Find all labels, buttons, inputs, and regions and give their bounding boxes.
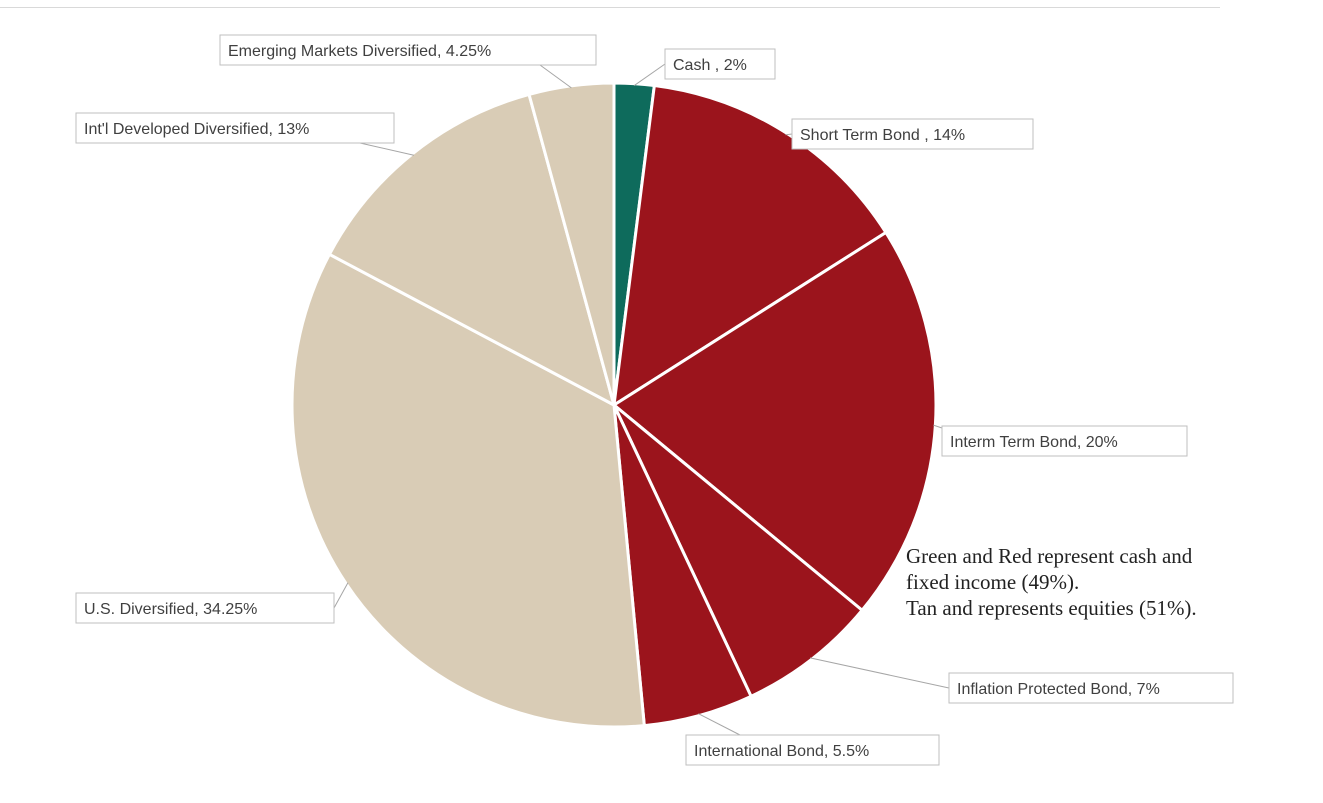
- data-label-text: Emerging Markets Diversified, 4.25%: [228, 43, 491, 60]
- data-label-box: [941, 425, 1188, 457]
- pie-slice-interm-term-bond: [612, 230, 938, 612]
- data-label-box: [685, 734, 940, 766]
- data-label-emerging-markets-diversified: Emerging Markets Diversified, 4.25%: [219, 34, 597, 66]
- leader-line-inflation-protected-bond: [810, 657, 950, 689]
- data-label-u-s-diversified: U.S. Diversified, 34.25%: [75, 592, 335, 624]
- pie-slice-short-term-bond: [612, 84, 888, 407]
- leader-line-int-l-developed-diversified: [359, 142, 415, 156]
- data-label-box: [219, 34, 597, 66]
- leader-line-short-term-bond: [785, 133, 793, 136]
- pie-slices: [290, 81, 938, 729]
- leader-line-international-bond: [698, 713, 741, 736]
- note-line-3: Tan and represents equities (51%).: [906, 596, 1197, 620]
- data-label-text: Cash , 2%: [673, 57, 747, 74]
- data-label-international-bond: International Bond, 5.5%: [685, 734, 940, 766]
- pie-slice-u-s-diversified: [290, 252, 646, 729]
- data-label-short-term-bond: Short Term Bond , 14%: [791, 118, 1034, 150]
- data-label-text: International Bond, 5.5%: [694, 743, 869, 760]
- leader-line-u-s-diversified: [333, 582, 349, 609]
- data-label-text: Int'l Developed Diversified, 13%: [84, 121, 309, 138]
- data-label-text: Interm Term Bond, 20%: [950, 434, 1118, 451]
- leader-line-emerging-markets-diversified: [539, 64, 572, 89]
- note-line-2: fixed income (49%).: [906, 570, 1080, 594]
- data-label-text: U.S. Diversified, 34.25%: [84, 601, 257, 618]
- data-label-box: [664, 48, 776, 80]
- pie-slice-emerging-markets-diversified: [527, 81, 616, 407]
- leader-lines: [333, 63, 950, 736]
- pie-slice-inflation-protected-bond: [612, 403, 864, 698]
- data-label-box: [791, 118, 1034, 150]
- top-divider: [0, 7, 1220, 8]
- chart-note: Green and Red represent cash and fixed i…: [906, 543, 1316, 621]
- data-label-text: Short Term Bond , 14%: [800, 127, 965, 144]
- data-label-text: Inflation Protected Bond, 7%: [957, 681, 1160, 698]
- pie-slice-int-l-developed-diversified: [327, 92, 616, 407]
- data-label-box: [75, 592, 335, 624]
- note-line-1: Green and Red represent cash and: [906, 544, 1193, 568]
- data-label-box: [948, 672, 1234, 704]
- data-label-inflation-protected-bond: Inflation Protected Bond, 7%: [948, 672, 1234, 704]
- data-label-cash: Cash , 2%: [664, 48, 776, 80]
- data-labels: Cash , 2% Short Term Bond , 14% Interm Ter…: [75, 34, 1234, 766]
- data-label-interm-term-bond: Interm Term Bond, 20%: [941, 425, 1188, 457]
- data-label-int-l-developed-diversified: Int'l Developed Diversified, 13%: [75, 112, 395, 144]
- data-label-box: [75, 112, 395, 144]
- leader-line-cash: [633, 63, 666, 87]
- leader-line-interm-term-bond: [933, 424, 943, 429]
